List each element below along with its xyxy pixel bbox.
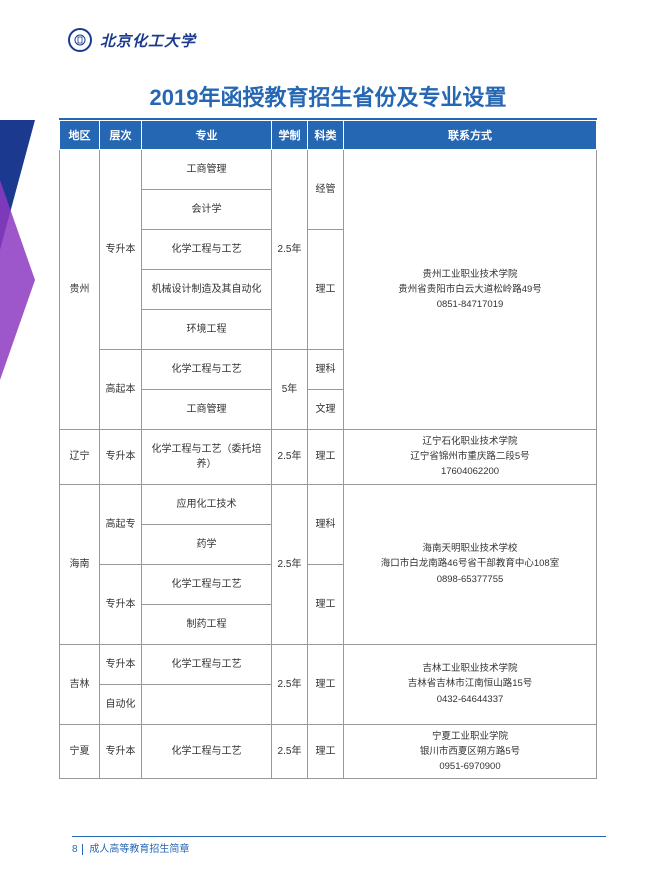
university-logo-icon (68, 28, 92, 52)
cell: 宁夏 (60, 724, 100, 779)
footer-text: 成人高等教育招生简章 (89, 844, 189, 855)
cell: 贵州工业职业技术学院贵州省贵阳市白云大道松岭路49号0851-84717019 (344, 150, 597, 430)
cell: 专升本 (100, 564, 142, 644)
table-row: 吉林专升本化学工程与工艺2.5年理工吉林工业职业技术学院吉林省吉林市江南恒山路1… (60, 644, 597, 684)
cell: 理科 (308, 350, 344, 390)
cell: 吉林工业职业技术学院吉林省吉林市江南恒山路15号0432-64644337 (344, 644, 597, 724)
table-row: 贵州专升本工商管理2.5年经管贵州工业职业技术学院贵州省贵阳市白云大道松岭路49… (60, 150, 597, 190)
cell: 经管 (308, 150, 344, 230)
cell: 贵州 (60, 150, 100, 430)
cell: 2.5年 (272, 430, 308, 485)
cell: 高起本 (100, 350, 142, 430)
table-row: 海南高起专应用化工技术2.5年理科海南天明职业技术学校海口市白龙南路46号省干部… (60, 484, 597, 524)
cell: 高起专 (100, 484, 142, 564)
cell: 辽宁石化职业技术学院辽宁省锦州市重庆路二段5号17604062200 (344, 430, 597, 485)
cell-major: 化学工程与工艺 (142, 644, 272, 684)
cell: 文理 (308, 390, 344, 430)
col-header: 专业 (142, 121, 272, 150)
cell-major: 药学 (142, 524, 272, 564)
cell: 2.5年 (272, 150, 308, 350)
cell: 理工 (308, 644, 344, 724)
cell: 吉林 (60, 644, 100, 724)
cell: 2.5年 (272, 484, 308, 644)
cell-major: 化学工程与工艺 (142, 724, 272, 779)
table-row: 辽宁专升本化学工程与工艺（委托培养）2.5年理工辽宁石化职业技术学院辽宁省锦州市… (60, 430, 597, 485)
page-title: 2019年函授教育招生省份及专业设置 (0, 80, 656, 112)
col-header: 联系方式 (344, 121, 597, 150)
col-header: 学制 (272, 121, 308, 150)
cell-major: 应用化工技术 (142, 484, 272, 524)
cell-major: 化学工程与工艺 (142, 350, 272, 390)
cell: 海南天明职业技术学校海口市白龙南路46号省干部教育中心108室0898-6537… (344, 484, 597, 644)
cell-major: 会计学 (142, 190, 272, 230)
footer-line (72, 836, 606, 837)
cell-major: 自动化 (100, 684, 142, 724)
col-header: 层次 (100, 121, 142, 150)
col-header: 地区 (60, 121, 100, 150)
cell: 海南 (60, 484, 100, 644)
enrollment-table-wrap: 地区层次专业学制科类联系方式 贵州专升本工商管理2.5年经管贵州工业职业技术学院… (59, 120, 597, 779)
page-header: 北京化工大学 (0, 0, 656, 52)
cell: 专升本 (100, 644, 142, 684)
cell: 理工 (308, 430, 344, 485)
university-name: 北京化工大学 (100, 30, 196, 51)
cell-major: 工商管理 (142, 150, 272, 190)
cell: 5年 (272, 350, 308, 430)
cell-major: 制药工程 (142, 604, 272, 644)
cell: 宁夏工业职业学院银川市西夏区朔方路5号0951-6970900 (344, 724, 597, 779)
cell-major: 化学工程与工艺 (142, 564, 272, 604)
cell: 专升本 (100, 724, 142, 779)
enrollment-table: 地区层次专业学制科类联系方式 贵州专升本工商管理2.5年经管贵州工业职业技术学院… (59, 120, 597, 779)
cell: 专升本 (100, 150, 142, 350)
table-header-row: 地区层次专业学制科类联系方式 (60, 121, 597, 150)
cell: 理工 (308, 230, 344, 350)
page-number: 8 (72, 844, 83, 855)
table-row: 宁夏专升本化学工程与工艺2.5年理工宁夏工业职业学院银川市西夏区朔方路5号095… (60, 724, 597, 779)
cell: 2.5年 (272, 724, 308, 779)
page-footer: 8 成人高等教育招生简章 (72, 840, 189, 855)
cell: 理工 (308, 564, 344, 644)
cell-major: 机械设计制造及其自动化 (142, 270, 272, 310)
col-header: 科类 (308, 121, 344, 150)
cell: 2.5年 (272, 644, 308, 724)
cell-major: 工商管理 (142, 390, 272, 430)
cell-major: 环境工程 (142, 310, 272, 350)
side-decoration (0, 120, 35, 380)
cell: 理科 (308, 484, 344, 564)
cell-major: 化学工程与工艺（委托培养） (142, 430, 272, 485)
cell: 专升本 (100, 430, 142, 485)
cell-major: 化学工程与工艺 (142, 230, 272, 270)
cell: 辽宁 (60, 430, 100, 485)
cell: 理工 (308, 724, 344, 779)
